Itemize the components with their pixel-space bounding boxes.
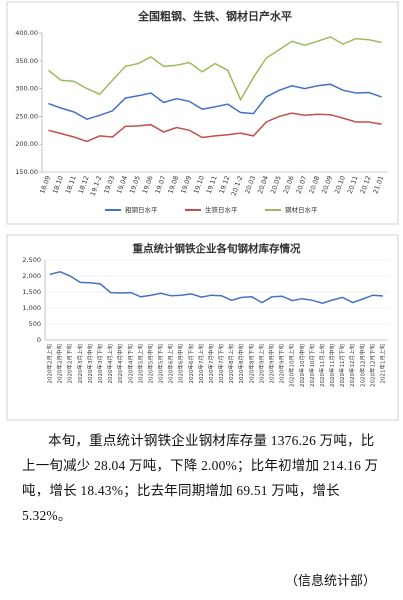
y-tick-label: 250.00 xyxy=(15,112,38,120)
x-tick-label: 20.06 xyxy=(282,175,296,195)
line xyxy=(47,36,382,102)
x-tick-label: 2020年3月上旬 xyxy=(76,344,84,384)
x-tick-label: 19.04 xyxy=(115,175,129,195)
line xyxy=(48,112,382,143)
x-tick-label: 18.11 xyxy=(64,175,78,195)
x-tick-label: 20.04 xyxy=(256,175,270,195)
x-tick-label: 2020年12月中旬 xyxy=(358,344,366,387)
chart-frame xyxy=(6,234,399,421)
x-tick-label: 19.09 xyxy=(179,175,193,195)
x-tick-label: 2020年6月上旬 xyxy=(167,344,175,384)
x-tick-label: 2020年4月下旬 xyxy=(126,344,134,384)
chart-frame xyxy=(6,1,399,225)
x-tick-label: 19.11 xyxy=(205,175,219,195)
y-tick-label: 0 xyxy=(37,336,41,344)
x-tick-label: 2020年9月下旬 xyxy=(278,344,286,384)
x-tick-label: 2020年10月上旬 xyxy=(288,344,296,387)
x-tick-label: 2020年9月上旬 xyxy=(257,344,265,384)
legend-label: 粗钢日水平 xyxy=(125,205,158,214)
y-tick-label: 1,500 xyxy=(22,288,41,296)
x-tick-label: 19.07 xyxy=(154,175,168,195)
x-tick-label: 20.11 xyxy=(346,175,360,195)
x-tick-label: 19.03 xyxy=(102,175,116,195)
x-tick-label: 2020年12月上旬 xyxy=(348,344,356,387)
y-tick-label: 2,500 xyxy=(22,256,41,264)
line xyxy=(49,271,384,304)
x-tick-label: 2020年5月下旬 xyxy=(157,344,165,384)
x-tick-label: 2020年11月中旬 xyxy=(328,344,336,387)
x-tick-label: 2020年4月中旬 xyxy=(116,344,124,384)
x-tick-label: 19.06 xyxy=(141,175,155,195)
x-tick-label: 2020年6月下旬 xyxy=(187,344,195,384)
legend-label: 生铁日水平 xyxy=(205,205,238,214)
y-tick-label: 500 xyxy=(29,320,41,328)
x-tick-label: 19.08 xyxy=(166,175,180,195)
x-tick-label: 2020年4月上旬 xyxy=(106,344,114,384)
signature: （信息统计部） xyxy=(285,573,377,588)
x-tick-label: 18.10 xyxy=(51,175,65,195)
x-tick-label: 18.09 xyxy=(38,175,52,195)
x-tick-label: 2020年8月中旬 xyxy=(237,344,245,384)
y-tick-label: 400.00 xyxy=(15,29,38,37)
x-tick-label: 2020年12月下旬 xyxy=(368,344,376,387)
x-tick-label: 2020年5月上旬 xyxy=(136,344,144,384)
chart-title: 重点统计钢铁企业各旬钢材库存情况 xyxy=(133,242,301,255)
x-tick-label: 2020年9月中旬 xyxy=(267,344,275,384)
x-tick-label: 2020年3月中旬 xyxy=(86,344,94,384)
x-tick-label: 2020年7月下旬 xyxy=(217,344,225,384)
legend-label: 钢材日水平 xyxy=(285,205,318,214)
x-tick-label: 2020年10月下旬 xyxy=(308,344,316,387)
x-tick-label: 19.10 xyxy=(192,175,206,195)
chart-title: 全国粗钢、生铁、钢材日产水平 xyxy=(137,9,292,23)
x-tick-label: 2020年2月下旬 xyxy=(66,344,74,384)
x-tick-label: 2021年1月上旬 xyxy=(378,344,386,384)
x-tick-label: 2020年11月上旬 xyxy=(318,344,326,387)
y-tick-label: 2,000 xyxy=(22,272,41,280)
x-tick-label: 18.12 xyxy=(77,175,91,195)
x-tick-label: 2020年8月上旬 xyxy=(227,344,235,384)
x-tick-label: 19.12 xyxy=(218,175,232,195)
charts: 全国粗钢、生铁、钢材日产水平 150.00 200.00 250.00 300.00 35… xyxy=(6,1,399,421)
x-tick-label: 2020年2月中旬 xyxy=(56,344,64,384)
x-tick-label: 21.01 xyxy=(371,175,385,195)
x-tick-label: 20.07 xyxy=(295,175,309,195)
line xyxy=(48,83,382,121)
x-tick-label: 19.1-2 xyxy=(89,175,104,197)
y-tick-label: 200.00 xyxy=(15,140,38,148)
x-tick-label: 2020年6月中旬 xyxy=(177,344,185,384)
x-tick-label: 20.08 xyxy=(307,175,321,195)
x-tick-label: 2020年2月上旬 xyxy=(46,344,54,384)
y-tick-label: 150.00 xyxy=(15,168,38,176)
x-tick-label: 20.05 xyxy=(269,175,283,195)
x-tick-label: 2020年11月下旬 xyxy=(338,344,346,387)
x-tick-label: 2020年5月中旬 xyxy=(146,344,154,384)
x-tick-label: 20.10 xyxy=(333,175,347,195)
y-tick-label: 1,000 xyxy=(22,304,41,312)
x-tick-label: 20.09 xyxy=(320,175,334,195)
y-tick-label: 350.00 xyxy=(15,57,38,65)
x-tick-label: 2020年10月中旬 xyxy=(298,344,306,387)
x-tick-label: 19.05 xyxy=(128,175,142,195)
x-tick-label: 2020年3月下旬 xyxy=(96,344,104,384)
paragraph: 本旬，重点统计钢铁企业钢材库存量 1376.26 万吨，比上一旬减少 28.04… xyxy=(22,433,379,523)
x-tick-label: 20.12 xyxy=(359,175,373,195)
x-tick-label: 2020年7月上旬 xyxy=(197,344,205,384)
x-tick-label: 20.1-2 xyxy=(230,175,245,197)
x-tick-label: 2020年7月中旬 xyxy=(207,344,215,384)
x-tick-label: 20.03 xyxy=(243,175,257,195)
x-tick-label: 2020年8月下旬 xyxy=(247,344,255,384)
y-tick-label: 300.00 xyxy=(15,85,38,93)
